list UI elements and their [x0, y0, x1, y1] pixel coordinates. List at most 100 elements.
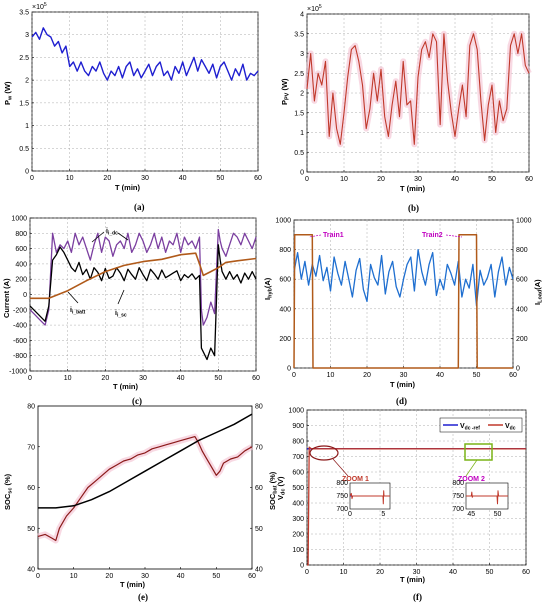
plot-f-xtick-label: 60	[522, 569, 530, 576]
ylabel-f-unit: (V)	[276, 476, 285, 489]
ylabel-b-sub: PV	[285, 92, 291, 100]
xlabel-b: T (min)	[400, 184, 425, 193]
plot-b-ytick-label: 0	[300, 170, 304, 177]
plot-f-ytick-label: 900	[292, 423, 304, 430]
ylabel-e-left-main: SOC	[3, 493, 12, 510]
annotation-i-dc-arrow-2	[117, 232, 129, 241]
plot-d-ytick-label: 1000	[275, 218, 291, 225]
inset-ytick-label: 750	[452, 493, 464, 500]
plot-e-xtick-label: 30	[141, 573, 149, 580]
plot-c-xtick-label: 60	[252, 375, 260, 382]
inset-ytick-label: 750	[336, 493, 348, 500]
plot-c-xtick-label: 0	[28, 375, 32, 382]
plot-c-area: 0 10 20 30 40 50 60 -1000 -800 -600 -400 -200 0 200 40…	[9, 216, 260, 383]
zoom1-label: ZOOM 1	[342, 476, 369, 483]
plot-a-xtick-label: 0	[30, 175, 34, 182]
plot-a-ytick-label: 2	[25, 78, 29, 85]
plot-f-ytick-label: 1000	[288, 408, 304, 415]
plot-b-area: 0 10 20 30 40 50 60 0 0.5 1 1.5 2 2.5 3 3.5 4	[294, 12, 533, 184]
annotation-i-dc-arrow	[91, 231, 105, 243]
ylabel-e-left-sub: sc	[8, 488, 14, 494]
plot-b-ytick-label: 2	[300, 91, 304, 98]
plot-b-xtick-label: 50	[488, 176, 496, 183]
plot-e-xtick-label: 40	[177, 573, 185, 580]
plot-d-ytick-right-label: 1000	[516, 218, 532, 225]
ylabel-d-right-sub: Load	[538, 290, 544, 303]
plot-c-ytick-label: 200	[15, 277, 27, 284]
plot-b-xtick-label: 20	[377, 176, 385, 183]
panel-f: 0 10 20 30 40 50 60010020030040050060070080090…	[276, 408, 530, 603]
ylabel-d-left: Ihyb(A)	[263, 277, 274, 300]
inset-ytick-label: 700	[336, 506, 348, 513]
ylabel-b: PPV (W)	[280, 78, 291, 105]
ylabel-a-main: P	[3, 100, 12, 105]
plot-d-xtick-label: 50	[473, 372, 481, 379]
plot-f-xtick-label: 10	[340, 569, 348, 576]
plot-a-xtick-label: 60	[254, 175, 262, 182]
plot-f-xtick-label: 40	[449, 569, 457, 576]
plot-a-xtick-label: 30	[141, 175, 149, 182]
zoom1-marker	[309, 445, 339, 461]
plot-c-xtick-label: 30	[139, 375, 147, 382]
plot-a-xtick-label: 20	[103, 175, 111, 182]
inset-xtick-label: 45	[467, 511, 475, 518]
plot-c-ytick-label: -600	[13, 338, 27, 345]
plot-b-ytick-label: 3	[300, 51, 304, 58]
plot-c-ytick-label: -1000	[9, 369, 27, 376]
series-pw-line	[31, 27, 259, 81]
plot-d-xtick-label: 30	[400, 372, 408, 379]
plot-d-ytick-right-label: 0	[516, 366, 520, 373]
plot-d-xtick-label: 60	[509, 372, 517, 379]
plot-e-xtick-label: 0	[36, 573, 40, 580]
plot-f-xtick-label: 0	[305, 569, 309, 576]
plot-c-ytick-label: 600	[15, 246, 27, 253]
plot-a-ytick-label: 1.5	[19, 100, 29, 107]
legend-f-label-dc-main: V	[505, 423, 510, 430]
plot-a-ytick-label: 0	[25, 169, 29, 176]
ylabel-e-right-unit: (%)	[268, 471, 277, 485]
plot-b-ytick-label: 0.5	[294, 150, 304, 157]
caption-b: (b)	[408, 203, 419, 213]
plot-a-ytick-label: 0.5	[19, 146, 29, 153]
zoom2-label: ZOOM 2	[458, 476, 485, 483]
plot-c-ytick-label: 1000	[11, 216, 27, 223]
plot-d-ytick-label: 200	[279, 336, 291, 343]
ylabel-b-main: P	[280, 100, 289, 105]
plot-c-xtick-label: 50	[214, 375, 222, 382]
series-socbat-line	[38, 413, 253, 509]
plot-b-ytick-label: 1.5	[294, 110, 304, 117]
plot-a-area: 0 10 20 30 40 50 60 0 0.5 1 1.5 2 2.5 3 3.5	[19, 10, 262, 183]
plot-a-ytick-label: 3	[25, 32, 29, 39]
zoom1-inset: 0 5 700 750 800	[336, 480, 391, 518]
plot-f-xtick-label: 20	[376, 569, 384, 576]
plot-f-ytick-label: 0	[300, 563, 304, 570]
ylabel-d-right-main: I	[533, 303, 542, 305]
legend-f-label-ref-main: V	[460, 423, 465, 430]
plot-b-ytick-label: 4	[300, 12, 304, 19]
caption-e: (e)	[138, 592, 148, 602]
panel-a: 0 10 20 30 40 50 60 0 0.5 1 1.5 2 2.5 3 3.5 T (min) Pw…	[3, 2, 262, 212]
plot-e-ytick-right-label: 70	[255, 444, 263, 451]
annotation-train2-arrow	[445, 234, 463, 238]
plot-c-ytick-label: -200	[13, 307, 27, 314]
ylabel-e-left-unit: (%)	[3, 473, 12, 487]
plot-d-ytick-right-label: 400	[516, 306, 528, 313]
plot-e-ytick-label: 40	[27, 567, 35, 574]
ylabel-c: Current (A)	[2, 278, 11, 318]
plot-b-ytick-label: 2.5	[294, 71, 304, 78]
plot-a-ytick-label: 3.5	[19, 10, 29, 17]
xlabel-a: T (min)	[115, 183, 140, 192]
zoom1-connector	[332, 458, 349, 477]
series-socsc-line	[37, 436, 253, 542]
plot-d-xtick-label: 0	[292, 372, 296, 379]
series-ppv-line	[306, 33, 530, 145]
plot-d-xtick-label: 10	[327, 372, 335, 379]
plot-e-ytick-label: 70	[27, 444, 35, 451]
annotation-i-sc: ii_sc	[115, 310, 127, 319]
ylabel-a: Pw (W)	[3, 81, 14, 105]
plot-f-xtick-label: 50	[486, 569, 494, 576]
exponent-b: ×105	[307, 4, 322, 13]
legend-f-label-dc: Vdc	[505, 423, 516, 432]
ylabel-f: Vdc (V)	[276, 476, 287, 500]
plot-d-ytick-right-label: 800	[516, 247, 528, 254]
